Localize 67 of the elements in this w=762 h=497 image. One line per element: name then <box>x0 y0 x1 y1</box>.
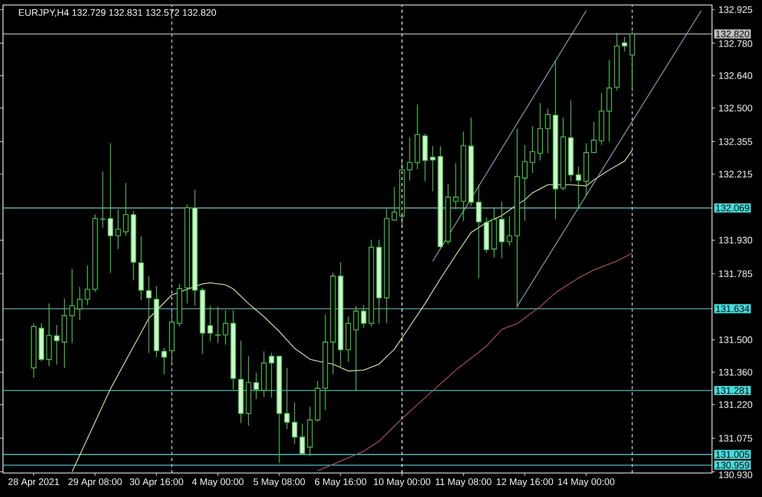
candlestick <box>100 170 106 228</box>
candlestick <box>123 182 128 236</box>
candlestick <box>222 310 228 346</box>
chart-title: EURJPY,H4 132.729 132.831 132.572 132.820 <box>18 9 216 18</box>
ref-line-label: 132.820 <box>716 30 750 38</box>
candlestick <box>360 304 366 329</box>
y-tick-label: 132.355 <box>719 138 752 146</box>
ref-line-label: 130.959 <box>716 462 750 468</box>
candlestick <box>284 367 290 430</box>
candlestick <box>108 142 114 274</box>
x-tick-label: 12 May 16:00 <box>496 478 554 487</box>
y-tick-label: 132.640 <box>719 72 752 79</box>
candlestick <box>254 372 259 400</box>
ref-line-label: 132.069 <box>716 204 750 212</box>
y-tick-label: 132.500 <box>719 104 752 112</box>
candlestick <box>207 305 213 342</box>
candlestick <box>161 347 167 375</box>
y-tick-label: 131.220 <box>719 401 752 408</box>
candlestick <box>353 305 359 391</box>
x-tick-label: 14 May 00:00 <box>558 478 614 487</box>
candlestick <box>84 264 90 306</box>
y-tick-label: 131.360 <box>719 368 752 376</box>
y-tick-label: 132.925 <box>719 6 752 13</box>
y-tick-label: 132.780 <box>719 40 752 48</box>
x-tick-label: 30 Apr 16:00 <box>130 478 184 487</box>
candlestick <box>622 36 628 52</box>
candlestick <box>292 402 298 444</box>
candlestick <box>69 268 75 344</box>
candlestick <box>545 108 550 154</box>
candlestick <box>499 201 504 259</box>
ref-line-label: 131.281 <box>716 387 750 394</box>
ref-line-label: 131.634 <box>716 305 750 312</box>
candlestick <box>606 60 612 142</box>
y-tick-label: 130.930 <box>719 471 752 478</box>
candlestick <box>506 216 512 246</box>
y-tick-label: 131.075 <box>719 434 752 442</box>
candlestick <box>77 286 82 320</box>
candlestick <box>576 166 582 210</box>
candlestick <box>54 324 60 365</box>
y-tick-label: 132.215 <box>719 170 752 178</box>
x-tick-label: 4 May 00:00 <box>192 478 244 487</box>
y-tick-label: 131.785 <box>719 270 752 278</box>
x-tick-label: 10 May 00:00 <box>374 478 430 487</box>
x-tick-label: 5 May 08:00 <box>254 478 305 487</box>
candlestick <box>268 352 274 398</box>
candlestick <box>406 137 412 181</box>
candlestick <box>146 276 152 354</box>
x-tick-label: 11 May 08:00 <box>436 478 492 487</box>
candlestick <box>392 186 398 222</box>
ref-line-label: 131.005 <box>716 451 750 458</box>
candlestick <box>522 144 528 222</box>
y-tick-label: 131.500 <box>719 336 752 344</box>
candlestick <box>453 162 458 210</box>
candlestick <box>115 208 121 250</box>
x-tick-label: 28 Apr 2021 <box>8 478 60 487</box>
x-tick-label: 29 Apr 08:00 <box>68 478 122 487</box>
candlestick <box>430 146 436 192</box>
candlestick <box>300 423 305 455</box>
line-series <box>72 150 633 472</box>
line-series <box>317 252 633 472</box>
candlestick <box>591 122 597 153</box>
candlestick <box>630 31 635 92</box>
candlestick <box>530 126 536 174</box>
candlestick <box>476 184 482 279</box>
x-tick-label: 6 May 16:00 <box>315 478 366 487</box>
y-tick-label: 131.930 <box>719 236 752 244</box>
candlestick <box>215 306 221 344</box>
